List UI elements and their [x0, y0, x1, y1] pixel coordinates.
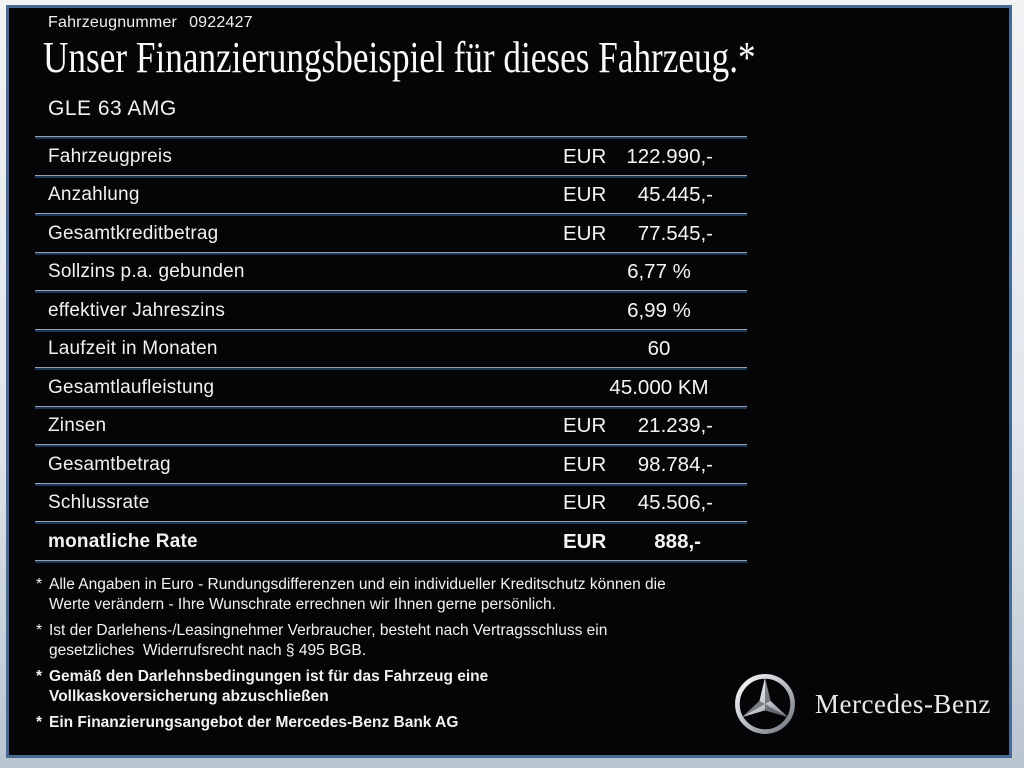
row-value: EUR 98.784,-	[563, 447, 713, 483]
brand-wordmark: Mercedes-Benz	[815, 688, 991, 719]
row-label: Zinsen	[48, 415, 107, 437]
table-row: Laufzeit in Monaten 60	[35, 332, 747, 368]
footnotes: * Alle Angaben in Euro - Rundungsdifferen…	[36, 575, 741, 739]
vehicle-model: GLE 63 AMG	[48, 97, 177, 120]
row-divider	[35, 482, 747, 486]
footnote-line: Ein Finanzierungsangebot der Mercedes-Be…	[49, 714, 459, 731]
footnote-marker: *	[36, 576, 43, 593]
table-row: Zinsen EUR 21.239,-	[35, 409, 747, 445]
row-amount: 888,-	[654, 529, 701, 553]
row-value: EUR 45.506,-	[563, 486, 713, 522]
row-divider	[35, 136, 747, 139]
row-amount: 98.784,-	[637, 452, 713, 476]
table-row: monatliche Rate EUR 888,-	[35, 524, 747, 560]
brand-area: Mercedes-Benz	[731, 670, 991, 738]
finance-table: Fahrzeugpreis EUR 122.990,- Anzahlung EUR 45.…	[35, 136, 747, 563]
row-amount: 77.545,-	[637, 221, 713, 245]
row-amount: 45.445,-	[637, 183, 713, 207]
footnote-text: Ein Finanzierungsangebot der Mercedes-Be…	[49, 713, 458, 733]
row-label: Sollzins p.a. gebunden	[48, 261, 245, 283]
row-value: EUR 21.239,-	[563, 409, 713, 445]
row-amount: 122.990,-	[626, 144, 713, 168]
row-label: Gesamtbetrag	[48, 453, 171, 475]
row-label: Schlussrate	[48, 492, 150, 514]
row-value: EUR 122.990,-	[563, 139, 713, 175]
table-row: Gesamtlaufleistung 45.000 KM	[35, 370, 747, 406]
footnote-text: Ist der Darlehens-/Leasingnehmer Verbrau…	[49, 621, 607, 661]
row-divider	[35, 328, 747, 332]
row-divider	[35, 521, 747, 524]
footnote-text: Gemäß den Darlehnsbedingungen ist für da…	[49, 667, 488, 707]
row-currency: EUR	[563, 183, 607, 207]
vehicle-number-value: 0922427	[189, 14, 253, 31]
table-row: Gesamtkreditbetrag EUR 77.545,-	[35, 216, 747, 252]
footnote: * Ein Finanzierungsangebot der Mercedes-B…	[36, 713, 741, 733]
footnote-line: gesetzliches Widerrufsrecht nach § 495 B…	[49, 642, 367, 659]
row-currency: EUR	[563, 452, 607, 476]
footnote: * Ist der Darlehens-/Leasingnehmer Verbra…	[36, 621, 741, 661]
footnote-line: Ist der Darlehens-/Leasingnehmer Verbrau…	[49, 622, 608, 639]
footnote-text: Alle Angaben in Euro - Rundungsdifferenz…	[49, 575, 666, 615]
row-currency: EUR	[563, 144, 607, 168]
table-row: Fahrzeugpreis EUR 122.990,-	[35, 139, 747, 175]
vehicle-number: Fahrzeugnummer 0922427	[48, 14, 253, 32]
row-label: Gesamtlaufleistung	[48, 376, 215, 398]
row-value: 45.000 KM	[609, 375, 709, 399]
table-row: Sollzins p.a. gebunden 6,77 %	[35, 255, 747, 291]
finance-sheet: Fahrzeugnummer 0922427 Unser Finanzierung…	[6, 5, 1012, 758]
footnote-line: Gemäß den Darlehnsbedingungen ist für da…	[49, 668, 489, 685]
footnote-marker: *	[36, 622, 43, 639]
row-label: Fahrzeugpreis	[48, 145, 173, 167]
footnote-marker: *	[36, 714, 43, 731]
row-value: EUR 77.545,-	[563, 216, 713, 252]
row-divider	[35, 251, 747, 255]
row-label: Anzahlung	[48, 184, 140, 206]
footnote-line: Alle Angaben in Euro - Rundungsdifferenz…	[49, 576, 666, 593]
row-divider	[35, 405, 747, 409]
row-currency: EUR	[563, 529, 607, 553]
row-divider	[35, 444, 747, 447]
footnote-marker: *	[36, 668, 43, 685]
row-label: Laufzeit in Monaten	[48, 338, 218, 360]
row-currency: EUR	[563, 414, 607, 438]
row-value: 6,77 %	[627, 260, 691, 284]
table-row: effektiver Jahreszins 6,99 %	[35, 293, 747, 329]
page-title: Unser Finanzierungsbeispiel für dieses F…	[43, 33, 756, 82]
table-row: Gesamtbetrag EUR 98.784,-	[35, 447, 747, 483]
row-currency: EUR	[563, 491, 607, 515]
footnote: * Gemäß den Darlehnsbedingungen ist für d…	[36, 667, 741, 707]
row-label: monatliche Rate	[48, 530, 198, 552]
footnote-line: Vollkaskoversicherung abzuschließen	[49, 688, 329, 705]
row-value: EUR 45.445,-	[563, 178, 713, 214]
row-value: EUR 888,-	[563, 524, 713, 560]
footnote-line: Werte verändern - Ihre Wunschrate errech…	[49, 596, 556, 613]
row-divider	[35, 213, 747, 216]
row-value: 6,99 %	[627, 298, 691, 322]
row-divider	[35, 559, 747, 563]
row-amount: 45.506,-	[637, 491, 713, 515]
row-label: effektiver Jahreszins	[48, 299, 226, 321]
footnote: * Alle Angaben in Euro - Rundungsdifferen…	[36, 575, 741, 615]
vehicle-number-label: Fahrzeugnummer	[48, 14, 178, 31]
row-currency: EUR	[563, 221, 607, 245]
table-row: Anzahlung EUR 45.445,-	[35, 178, 747, 214]
row-label: Gesamtkreditbetrag	[48, 222, 219, 244]
row-divider	[35, 290, 747, 293]
table-row: Schlussrate EUR 45.506,-	[35, 486, 747, 522]
mercedes-star-icon	[735, 674, 795, 734]
row-value: 60	[647, 337, 671, 361]
row-divider	[35, 174, 747, 178]
row-amount: 21.239,-	[637, 414, 713, 438]
row-divider	[35, 367, 747, 370]
